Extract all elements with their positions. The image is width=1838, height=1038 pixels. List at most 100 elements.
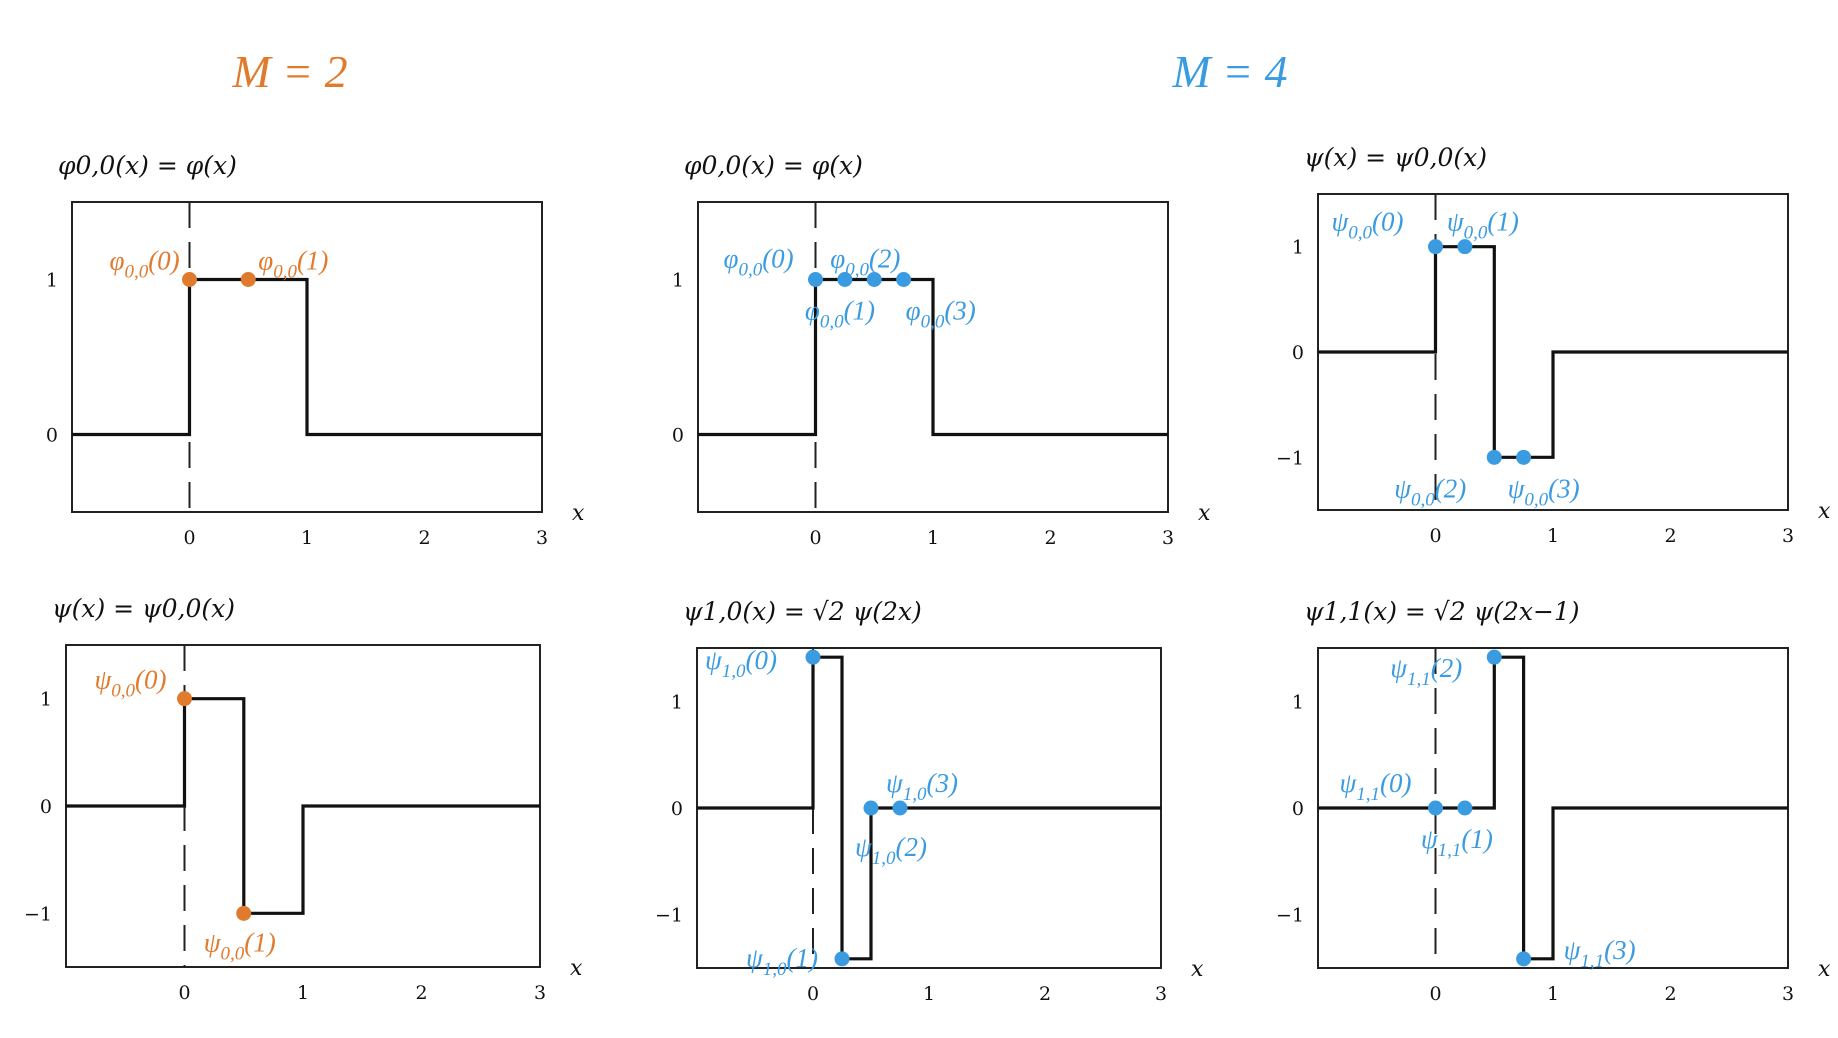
sample-label: φ0,0(2)	[830, 244, 900, 281]
sample-point	[1428, 239, 1443, 255]
y-tick-label: −1	[1276, 447, 1304, 469]
y-tick-label: 0	[46, 425, 58, 447]
x-tick-label: 3	[1782, 983, 1794, 1005]
y-tick-label: 1	[671, 691, 683, 713]
x-axis-label: x	[1818, 957, 1831, 982]
x-axis-label: x	[570, 956, 583, 981]
step-curve	[1318, 245, 1788, 459]
x-tick-label: 2	[1044, 527, 1056, 549]
y-tick-label: 0	[40, 796, 52, 818]
plot-frame	[697, 201, 1169, 513]
y-tick-label: 0	[1292, 798, 1304, 820]
sample-point	[1457, 800, 1473, 816]
panel-title: ψ1,1(x) = √2 ψ(2x−1)	[1304, 597, 1580, 626]
x-tick-label: 0	[183, 527, 195, 549]
panel-5: ψ1,0(x) = √2 ψ(2x) 0 1 2 3 −1 0 1 x ψ1,0(0) ψ1,0(1…	[655, 597, 1204, 1005]
x-tick-label: 2	[1664, 525, 1676, 547]
panel-title: φ0,0(x) = φ(x)	[58, 151, 237, 180]
sample-label: ψ1,1(0)	[1340, 768, 1412, 805]
x-axis-label: x	[1191, 957, 1204, 982]
x-axis-label: x	[1818, 499, 1831, 524]
sample-label: φ0,0(3)	[906, 296, 976, 333]
step-curve	[1318, 655, 1788, 961]
panel-4: ψ(x) = ψ0,0(x) 0 1 2 3 −1 0 1 x ψ0,0(0) ψ0,0(1)	[24, 594, 583, 1004]
sample-label: ψ0,0(2)	[1394, 473, 1466, 510]
sample-point	[182, 272, 197, 287]
x-tick-label: 3	[536, 527, 548, 549]
x-axis-label: x	[572, 501, 585, 526]
y-tick-label: 0	[671, 798, 683, 820]
panel-title: ψ(x) = ψ0,0(x)	[52, 594, 235, 623]
x-tick-label: 2	[1664, 983, 1676, 1005]
sample-label: ψ0,0(0)	[95, 665, 167, 702]
sample-point	[866, 272, 882, 287]
y-tick-label: 1	[40, 689, 52, 711]
sample-point	[177, 691, 192, 707]
panel-6: ψ1,1(x) = √2 ψ(2x−1)0 1 2 3−101xψ1,1(0)ψ1,1…	[1276, 597, 1831, 1005]
x-tick-label: 1	[297, 982, 309, 1004]
sample-point	[1486, 649, 1502, 665]
sample-point	[834, 951, 850, 967]
sample-label: ψ0,0(1)	[1447, 207, 1519, 244]
sample-point	[892, 800, 908, 816]
sample-point	[896, 272, 912, 287]
sample-label: ψ1,0(0)	[705, 645, 777, 682]
step-curve	[698, 277, 1168, 437]
y-tick-label: −1	[1276, 905, 1304, 927]
plot-frame	[71, 201, 543, 513]
x-tick-label: 1	[1547, 983, 1559, 1005]
x-tick-label: 2	[418, 527, 430, 549]
x-tick-label: 3	[1155, 983, 1167, 1005]
x-tick-label: 0	[1429, 983, 1441, 1005]
y-tick-label: 1	[672, 270, 684, 292]
sample-label: φ0,0(1)	[258, 246, 328, 283]
panel-title: ψ1,0(x) = √2 ψ(2x)	[683, 597, 922, 626]
panel-2: φ0,0(x) = φ(x) 0 1 2 3 0 1 x φ0,0(0) φ0,0(1) φ0,0(…	[672, 151, 1211, 549]
sample-point	[1486, 449, 1502, 465]
panel-title: φ0,0(x) = φ(x)	[684, 151, 863, 180]
x-axis-label: x	[1198, 501, 1211, 526]
x-tick-label: 0	[809, 527, 821, 549]
panel-title: ψ(x) = ψ0,0(x)	[1304, 143, 1487, 172]
x-tick-label: 2	[415, 982, 427, 1004]
sample-point	[837, 272, 853, 287]
panel-3: ψ(x) = ψ0,0(x) 0 1 2 3 −1 0 1 x ψ0,0(0) ψ0,0(1) ψ0,…	[1276, 143, 1831, 547]
x-tick-label: 1	[927, 527, 939, 549]
sample-label: ψ1,0(1)	[746, 943, 818, 980]
sample-label: ψ0,0(1)	[204, 927, 276, 964]
x-tick-label: 3	[534, 982, 546, 1004]
panel-1: φ0,0(x) = φ(x) 0 1 2 3 0 1 x φ0,0(0) φ0,0(1)	[46, 151, 585, 549]
heading-m4: M = 4	[1171, 46, 1287, 97]
y-tick-label: 1	[46, 270, 58, 292]
step-curve	[72, 277, 542, 437]
x-tick-label: 0	[807, 983, 819, 1005]
sample-point	[808, 272, 823, 287]
sample-label: ψ1,1(1)	[1421, 824, 1493, 861]
y-tick-label: 1	[1292, 237, 1304, 259]
sample-label: φ0,0(1)	[805, 296, 875, 333]
sample-label: ψ1,1(2)	[1390, 653, 1462, 690]
x-tick-label: 1	[1547, 525, 1559, 547]
x-tick-label: 3	[1162, 527, 1174, 549]
y-tick-label: 0	[1292, 342, 1304, 364]
step-curve	[66, 697, 540, 915]
sample-label: φ0,0(0)	[724, 244, 794, 281]
sample-label: ψ1,0(2)	[855, 832, 927, 869]
x-tick-label: 3	[1782, 525, 1794, 547]
sample-point	[805, 649, 821, 665]
sample-point	[1516, 951, 1532, 967]
y-tick-label: 0	[672, 425, 684, 447]
sample-label: ψ1,1(3)	[1564, 935, 1636, 972]
x-tick-label: 1	[301, 527, 313, 549]
sample-label: φ0,0(0)	[110, 246, 180, 283]
sample-point	[863, 800, 879, 816]
x-tick-label: 0	[178, 982, 190, 1004]
y-tick-label: −1	[24, 903, 52, 925]
sample-point	[240, 272, 256, 287]
sample-point	[1516, 449, 1532, 465]
sample-label: ψ0,0(3)	[1508, 473, 1580, 510]
x-tick-label: 2	[1039, 983, 1051, 1005]
sample-point	[1457, 239, 1473, 255]
